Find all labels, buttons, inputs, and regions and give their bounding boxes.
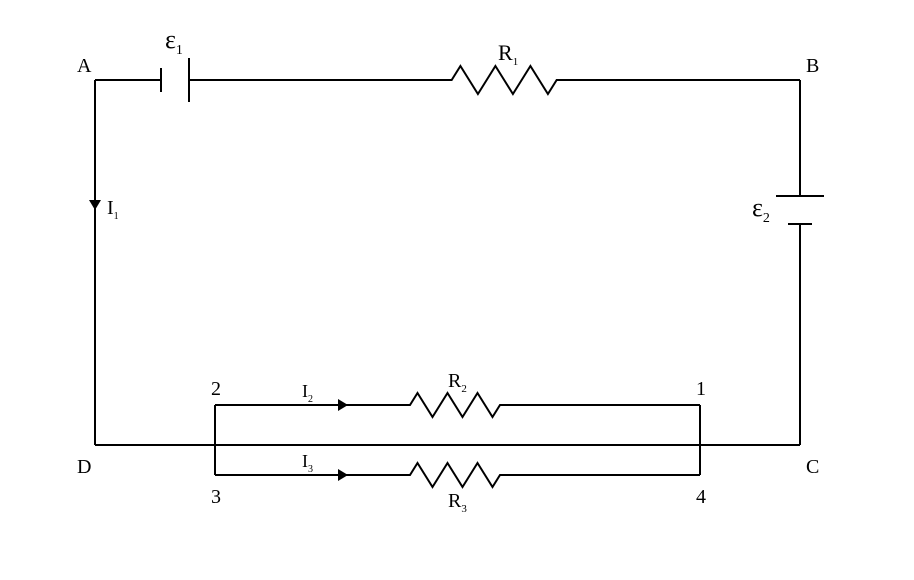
eps1-label: ε1 — [165, 25, 183, 58]
node-c: C — [806, 456, 819, 478]
circuit-diagram: A B C D 1 2 3 4 ε1 ε2 R1 R2 R3 I1 I2 I3 — [0, 0, 914, 580]
arrow-head — [338, 469, 348, 481]
svg-text:I3: I3 — [302, 451, 313, 475]
resistor-r1 — [440, 66, 580, 94]
resistor-r2 — [400, 393, 520, 417]
i3-label: I3 — [302, 451, 313, 475]
i2-label: I2 — [302, 381, 313, 405]
svg-text:ε2: ε2 — [752, 193, 770, 226]
node-d: D — [77, 456, 91, 478]
r1-label: R1 — [498, 40, 518, 68]
node-2: 2 — [211, 378, 221, 400]
arrow-head — [89, 200, 101, 210]
svg-text:ε1: ε1 — [165, 25, 183, 58]
r2-label: R2 — [448, 370, 467, 395]
resistor-r3 — [400, 463, 520, 487]
node-1: 1 — [696, 378, 706, 400]
node-b: B — [806, 55, 819, 77]
svg-text:R2: R2 — [448, 370, 467, 395]
svg-text:I1: I1 — [107, 197, 119, 222]
svg-text:I2: I2 — [302, 381, 313, 405]
svg-text:R3: R3 — [448, 490, 467, 515]
i1-label: I1 — [107, 197, 119, 222]
node-4: 4 — [696, 486, 706, 508]
node-a: A — [77, 55, 92, 77]
node-3: 3 — [211, 486, 221, 508]
r3-label: R3 — [448, 490, 467, 515]
eps2-label: ε2 — [752, 193, 770, 226]
svg-text:R1: R1 — [498, 40, 518, 68]
arrow-head — [338, 399, 348, 411]
